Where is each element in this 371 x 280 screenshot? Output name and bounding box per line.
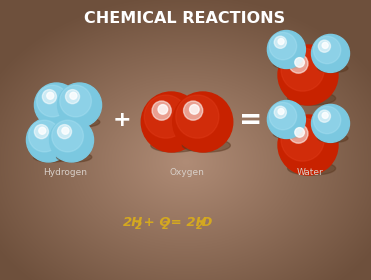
Circle shape [269,102,297,130]
Text: Water: Water [297,167,324,176]
Ellipse shape [183,139,230,152]
Circle shape [278,115,338,175]
Circle shape [50,118,93,162]
Circle shape [65,90,79,104]
Circle shape [29,120,60,152]
Circle shape [141,92,201,152]
Circle shape [269,32,297,60]
Ellipse shape [151,139,199,152]
Circle shape [274,106,286,118]
Circle shape [39,127,46,134]
Circle shape [313,106,341,134]
Circle shape [278,45,338,105]
Text: = 2H: = 2H [167,216,207,230]
Circle shape [52,120,83,152]
Ellipse shape [288,92,336,105]
Ellipse shape [273,60,304,69]
Circle shape [278,108,284,115]
Circle shape [313,36,341,64]
Ellipse shape [288,162,336,175]
Text: Hydrogen: Hydrogen [43,167,87,176]
Circle shape [37,85,68,117]
Circle shape [281,48,324,91]
Ellipse shape [57,152,92,162]
Circle shape [60,85,91,117]
Circle shape [278,38,284,45]
Text: 2H: 2H [123,216,143,230]
Circle shape [267,31,305,69]
Circle shape [322,112,328,118]
Circle shape [35,83,78,127]
Circle shape [312,34,349,73]
Circle shape [173,92,233,152]
Text: 2: 2 [196,221,203,231]
Circle shape [42,90,56,104]
Circle shape [322,42,328,48]
Circle shape [295,128,304,137]
Circle shape [190,105,199,114]
Circle shape [289,124,308,143]
Circle shape [26,118,70,162]
Text: 2: 2 [135,221,142,231]
Text: CHEMICAL REACTIONS: CHEMICAL REACTIONS [85,11,286,25]
Circle shape [58,125,72,139]
Circle shape [35,125,49,139]
Circle shape [289,54,308,73]
Circle shape [318,110,331,122]
Text: =: = [239,106,263,134]
Text: +: + [113,110,131,130]
Text: Oxygen: Oxygen [170,167,204,176]
Circle shape [144,95,187,138]
Circle shape [62,127,69,134]
Circle shape [58,83,102,127]
Circle shape [158,105,168,114]
Circle shape [295,58,304,67]
Ellipse shape [318,134,348,143]
Circle shape [312,104,349,143]
Circle shape [70,92,77,99]
Circle shape [281,118,324,161]
Ellipse shape [65,117,100,127]
Circle shape [152,101,171,120]
Circle shape [318,40,331,52]
Circle shape [274,36,286,48]
Ellipse shape [42,117,77,127]
Circle shape [47,92,54,99]
Text: O: O [200,216,211,230]
Text: + O: + O [139,216,171,230]
Circle shape [184,101,203,120]
Text: 2: 2 [162,221,170,231]
Circle shape [267,101,305,139]
Circle shape [176,95,219,138]
Ellipse shape [318,64,348,73]
Ellipse shape [33,152,69,162]
Ellipse shape [273,130,304,139]
